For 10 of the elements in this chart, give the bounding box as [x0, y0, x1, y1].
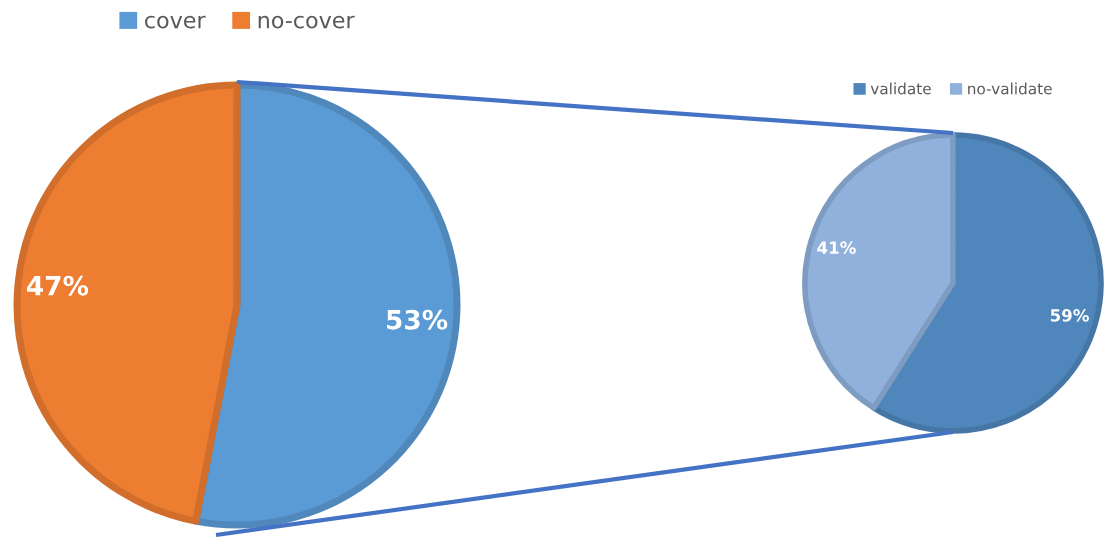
pie-slice — [802, 132, 956, 411]
legend-label: validate — [870, 82, 931, 95]
pie-slice — [13, 81, 241, 525]
legend-label: no-validate — [968, 82, 1052, 95]
data-label: 53% — [387, 309, 448, 330]
data-label: 41% — [817, 241, 856, 254]
legend-label: no-cover — [258, 15, 355, 29]
legend-label: cover — [145, 15, 206, 29]
data-label: 59% — [1050, 309, 1089, 322]
data-label: 47% — [27, 275, 89, 296]
